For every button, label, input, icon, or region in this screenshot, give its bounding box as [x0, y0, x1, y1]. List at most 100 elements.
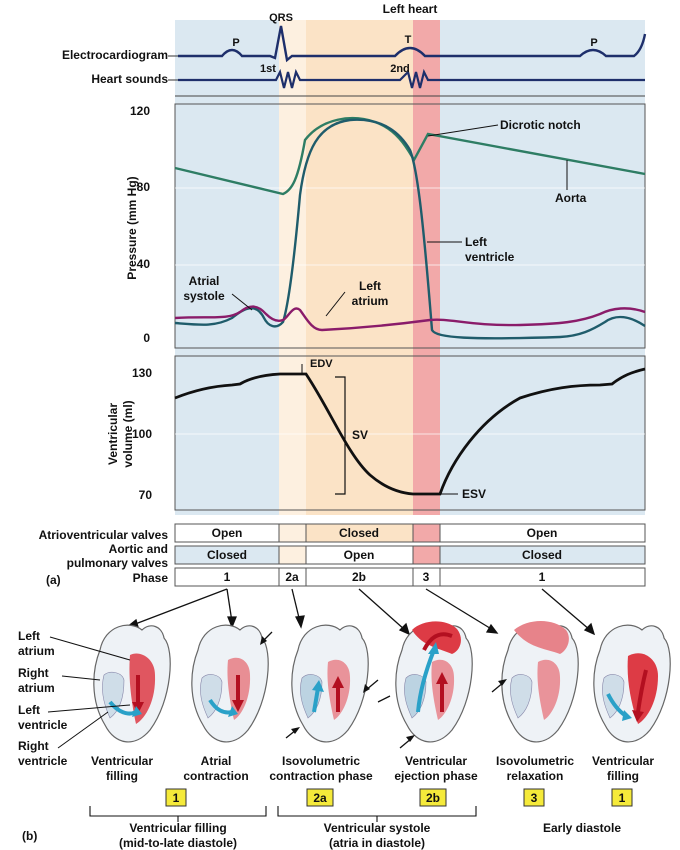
left-atrium-pointer [49, 636, 131, 661]
heart-label-left-ventricle-1: Left [18, 703, 40, 717]
aortic-cell-3 [412, 545, 441, 565]
heart-label-right-ventricle-2: ventricle [18, 754, 68, 768]
badge-stage-6 [611, 788, 633, 807]
heart-label-left-ventricle-2: ventricle [18, 718, 68, 732]
av-state-3: Open [527, 526, 558, 540]
arrowhead-heart2 [227, 616, 237, 629]
edv-label: EDV [310, 358, 333, 370]
phase-to-heart-arrows [123, 588, 596, 636]
atrial-systole-label-line2: systole [183, 289, 225, 303]
badge-stage-5-text: 3 [531, 791, 538, 805]
heart-chamber-labels: Left atrium Right atrium Left ventricle … [18, 629, 131, 768]
stage-2-caption-line1: Atrial [201, 754, 232, 768]
heart-label-left-atrium-2: atrium [18, 644, 55, 658]
group-filling-line1: Ventricular filling [129, 821, 226, 835]
stage-1-caption-line2: filling [106, 769, 138, 783]
left-atrium-label-line2: atrium [352, 294, 389, 308]
badge-stage-4-text: 2b [426, 791, 440, 805]
volume-panel: 130 100 70 Ventricular volume (ml) EDV S… [106, 355, 646, 511]
stage-captions: Ventricular filling Atrial contraction I… [91, 754, 654, 783]
panel-a-label: (a) [46, 573, 61, 587]
panel-b-label: (b) [22, 829, 37, 843]
heart-illustration-3 [285, 624, 379, 743]
stage-6-caption-line2: filling [607, 769, 639, 783]
badge-stage-1 [165, 788, 187, 807]
band-phase-2b [306, 20, 413, 515]
stage-2-caption-line2: contraction [183, 769, 248, 783]
arrowhead-heart4 [398, 622, 411, 636]
bracket-ventricular-filling [89, 806, 267, 817]
aorta-pressure-curve [174, 117, 646, 196]
stage-3-caption-line2: contraction phase [269, 769, 373, 783]
av-valves-label: Atrioventricular valves [39, 528, 169, 542]
atrial-systole-leader [231, 293, 253, 311]
aorta-label: Aorta [555, 191, 587, 205]
arrowhead-heart5 [485, 623, 499, 634]
phase-value-2b: 2b [352, 570, 366, 584]
stage-4-caption-line1: Ventricular [405, 754, 467, 768]
volume-tick-70: 70 [139, 488, 153, 502]
band-phase-1-right [440, 20, 645, 515]
heart-label-right-atrium-2: atrium [18, 681, 55, 695]
pressure-tick-120: 120 [130, 104, 150, 118]
heart-label-right-ventricle-1: Right [18, 739, 49, 753]
heart-sounds-label: Heart sounds [91, 72, 168, 86]
left-ventricle-pressure-curve [174, 118, 646, 340]
group-brackets: Ventricular filling (mid-to-late diastol… [22, 806, 621, 850]
left-ventricle-label-line1: Left [465, 235, 487, 249]
badge-stage-3-text: 2a [313, 791, 327, 805]
left-atrium-pressure-curve [174, 305, 646, 332]
right-ventricle-pointer [57, 711, 109, 749]
heart-illustration-6 [593, 624, 671, 743]
arrow-phase1-to-heart1 [129, 588, 228, 627]
ventricular-volume-curve [174, 367, 646, 496]
heart-illustration-1 [93, 624, 171, 743]
valve-phase-table: Atrioventricular valves Aortic and pulmo… [39, 523, 646, 587]
figure-title: Left heart [383, 2, 438, 16]
arrow-phase2b-to-heart4 [358, 588, 406, 631]
volume-frame [174, 355, 646, 511]
atrial-systole-label-line1: Atrial [189, 274, 220, 288]
ecg-p-wave-label: P [232, 37, 239, 49]
pressure-axis-label: Pressure (mm Hg) [125, 176, 139, 279]
ecg-qrs-label: QRS [269, 12, 293, 24]
ecg-trace [178, 25, 647, 63]
ecg-t-wave-label: T [405, 34, 412, 46]
phase-label: Phase [133, 571, 169, 585]
group-filling-line2: (mid-to-late diastole) [119, 836, 237, 850]
badge-stage-5 [523, 788, 545, 807]
av-state-1: Open [212, 526, 243, 540]
arrow-phase1b-to-heart6 [541, 588, 591, 631]
aortic-cell-2a [278, 545, 307, 565]
badge-stage-1-text: 1 [173, 791, 180, 805]
pressure-tick-80: 80 [137, 180, 151, 194]
aortic-valves-label-line1: Aortic and [109, 542, 168, 556]
group-systole-line2: (atria in diastole) [329, 836, 425, 850]
left-ventricle-pointer [47, 704, 131, 713]
phase-cell-1b [439, 567, 646, 587]
volume-tick-100: 100 [132, 427, 152, 441]
phase-bands [175, 20, 645, 515]
ecg-label: Electrocardiogram [62, 48, 168, 62]
heart-label-right-atrium-1: Right [18, 666, 49, 680]
badge-stage-6-text: 1 [619, 791, 626, 805]
pressure-tick-40: 40 [137, 257, 151, 271]
aortic-cell-closed-2 [439, 545, 646, 565]
group-systole-line1: Ventricular systole [324, 821, 431, 835]
phase-value-1: 1 [224, 570, 231, 584]
phase-value-1b: 1 [539, 570, 546, 584]
aortic-state-2: Open [344, 548, 375, 562]
second-heart-sound-label: 2nd [390, 63, 410, 75]
volume-axis-label-line1: Ventricular [106, 403, 120, 465]
heart-illustrations [93, 621, 671, 749]
ecg-p-wave-2-label: P [590, 37, 597, 49]
badge-stage-4 [419, 788, 447, 807]
av-cell-2a [278, 523, 307, 543]
av-state-2: Closed [339, 526, 379, 540]
heart-illustration-5 [491, 621, 579, 743]
phase-value-3: 3 [423, 570, 430, 584]
first-heart-sound-label: 1st [260, 63, 276, 75]
stage-5-caption-line1: Isovolumetric [496, 754, 574, 768]
volume-tick-130: 130 [132, 366, 152, 380]
